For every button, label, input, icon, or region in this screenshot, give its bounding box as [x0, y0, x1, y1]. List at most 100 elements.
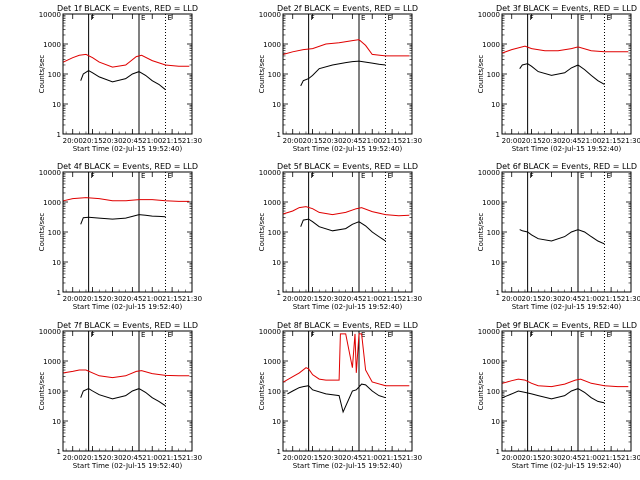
y-tick-label: 1	[277, 289, 281, 297]
plot-frame	[501, 330, 632, 452]
x-tick-label: 20:15	[303, 137, 323, 145]
y-tick-label: 10000	[259, 169, 281, 177]
event-marker-label: F	[91, 14, 95, 22]
y-tick-label: 100	[487, 388, 500, 396]
event-marker-label: E	[361, 172, 365, 180]
x-tick-label: 21:30	[182, 137, 202, 145]
x-tick-label: 20:15	[83, 295, 103, 303]
y-tick-label: 100	[487, 71, 500, 79]
series-line-lld	[502, 45, 629, 54]
x-tick-label: 20:00	[502, 295, 522, 303]
x-tick-label: 20:45	[342, 295, 362, 303]
x-tick-label: 20:00	[502, 137, 522, 145]
y-tick-label: 10000	[478, 11, 500, 19]
y-tick-label: 10	[52, 259, 61, 267]
x-tick-label: 20:00	[63, 454, 83, 462]
y-tick-label: 1	[496, 289, 500, 297]
plot-frame	[282, 330, 413, 452]
event-marker-label: E	[167, 331, 171, 339]
event-marker-label: E	[361, 331, 365, 339]
x-tick-label: 21:30	[182, 454, 202, 462]
y-tick-label: 10	[491, 418, 500, 426]
x-axis-label: Start Time (02-Jul-15 19:52:40)	[512, 145, 622, 153]
x-tick-label: 20:30	[102, 454, 122, 462]
y-axis-label: Counts/sec	[38, 55, 46, 94]
y-tick-label: 10	[272, 101, 281, 109]
x-tick-label: 20:45	[342, 137, 362, 145]
y-tick-label: 1000	[263, 358, 281, 366]
x-axis-label: Start Time (02-Jul-15 19:52:40)	[73, 303, 183, 311]
event-marker-label: E	[580, 172, 584, 180]
y-tick-label: 100	[268, 229, 281, 237]
panel-title: Det 5f BLACK = Events, RED = LLD	[277, 162, 418, 171]
x-tick-label: 20:15	[303, 454, 323, 462]
x-tick-label: 21:00	[362, 454, 382, 462]
x-tick-label: 20:45	[122, 454, 142, 462]
event-marker-label: E	[387, 172, 391, 180]
event-marker-label: E	[141, 331, 145, 339]
plot-frame	[62, 13, 193, 135]
event-marker-label: E	[167, 172, 171, 180]
x-tick-label: 20:15	[83, 137, 103, 145]
series-line-events	[519, 229, 605, 245]
series-line-lld	[283, 39, 410, 57]
panel-det-2: Det 2f BLACK = Events, RED = LLD 1 10 100 10…	[258, 4, 422, 153]
event-marker-label: F	[91, 331, 95, 339]
y-tick-label: 100	[48, 71, 61, 79]
x-tick-label: 21:00	[581, 454, 601, 462]
x-axis-label: Start Time (02-Jul-15 19:52:40)	[512, 462, 622, 470]
panel-det-6: Det 6f BLACK = Events, RED = LLD 1 10 100 10…	[477, 162, 640, 311]
x-tick-label: 20:00	[283, 454, 303, 462]
y-tick-label: 1000	[263, 41, 281, 49]
x-tick-label: 20:30	[102, 295, 122, 303]
y-tick-label: 1000	[43, 358, 61, 366]
y-tick-label: 1	[496, 131, 500, 139]
y-tick-label: 10000	[259, 11, 281, 19]
y-tick-label: 1	[57, 448, 61, 456]
event-marker-label: E	[167, 14, 171, 22]
series-line-events	[80, 70, 166, 91]
series-line-lld	[63, 369, 190, 379]
x-tick-label: 21:15	[601, 454, 621, 462]
event-marker-label: E	[580, 331, 584, 339]
x-tick-label: 21:30	[402, 454, 422, 462]
series-line-events	[80, 388, 166, 407]
series-line-events	[300, 60, 386, 87]
x-tick-label: 21:15	[162, 137, 182, 145]
x-tick-label: 21:15	[601, 137, 621, 145]
y-tick-label: 100	[48, 388, 61, 396]
x-axis-label: Start Time (02-Jul-15 19:52:40)	[293, 462, 403, 470]
y-tick-label: 1	[496, 448, 500, 456]
x-tick-label: 21:30	[402, 137, 422, 145]
y-tick-label: 1000	[43, 199, 61, 207]
x-tick-label: 21:30	[621, 454, 640, 462]
panel-title: Det 8f BLACK = Events, RED = LLD	[277, 321, 418, 330]
y-axis-label: Counts/sec	[258, 55, 266, 94]
y-tick-label: 1	[57, 289, 61, 297]
x-tick-label: 21:00	[142, 295, 162, 303]
y-tick-label: 10000	[39, 328, 61, 336]
y-tick-label: 100	[268, 71, 281, 79]
x-tick-label: 21:00	[581, 295, 601, 303]
event-marker-label: F	[311, 331, 315, 339]
event-marker-label: E	[387, 331, 391, 339]
panel-det-5: Det 5f BLACK = Events, RED = LLD 1 10 100 10…	[258, 162, 422, 311]
y-axis-label: Counts/sec	[38, 372, 46, 411]
x-tick-label: 20:00	[63, 295, 83, 303]
y-tick-label: 1	[277, 131, 281, 139]
event-marker-label: E	[141, 14, 145, 22]
y-tick-label: 10	[272, 259, 281, 267]
event-marker-label: F	[530, 331, 534, 339]
x-tick-label: 20:30	[541, 137, 561, 145]
x-tick-label: 20:00	[283, 137, 303, 145]
x-axis-label: Start Time (02-Jul-15 19:52:40)	[512, 303, 622, 311]
event-marker-label: E	[387, 14, 391, 22]
x-tick-label: 21:00	[142, 137, 162, 145]
y-tick-label: 10	[52, 101, 61, 109]
panel-title: Det 2f BLACK = Events, RED = LLD	[277, 4, 418, 13]
y-tick-label: 1000	[43, 41, 61, 49]
event-marker-label: E	[606, 172, 610, 180]
x-tick-label: 20:45	[561, 137, 581, 145]
panel-det-3: Det 3f BLACK = Events, RED = LLD 1 10 100 10…	[477, 4, 640, 153]
series-line-lld	[283, 333, 410, 387]
